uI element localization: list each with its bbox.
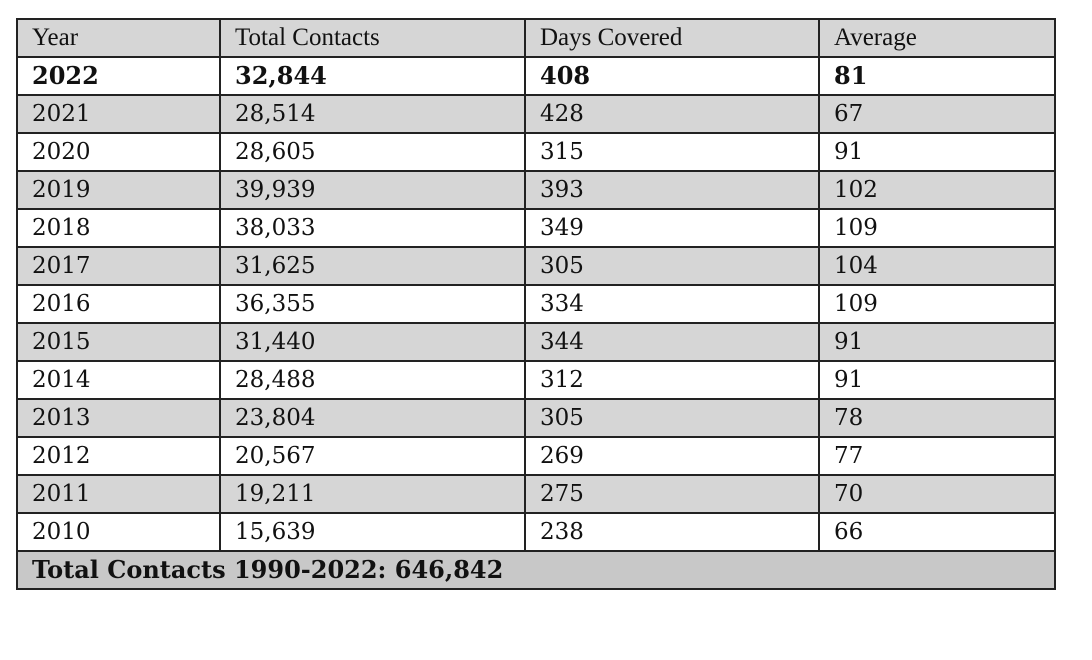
cell-year: 2012 — [16, 436, 221, 476]
table-row: 2017 31,625 305 104 — [16, 246, 1056, 286]
cell-total-contacts: 31,440 — [219, 322, 526, 362]
cell-days-covered: 393 — [524, 170, 820, 210]
cell-year: 2022 — [16, 56, 221, 96]
cell-average: 77 — [818, 436, 1056, 476]
table-row: 2018 38,033 349 109 — [16, 208, 1056, 248]
table-row: 2011 19,211 275 70 — [16, 474, 1056, 514]
header-year: Year — [16, 18, 221, 58]
cell-total-contacts: 32,844 — [219, 56, 526, 96]
header-days-covered: Days Covered — [524, 18, 820, 58]
cell-average: 102 — [818, 170, 1056, 210]
cell-average: 67 — [818, 94, 1056, 134]
cell-average: 91 — [818, 360, 1056, 400]
table-body: 2022 32,844 408 81 2021 28,514 428 67 2020 28,605… — [16, 56, 1056, 552]
cell-total-contacts: 20,567 — [219, 436, 526, 476]
cell-average: 81 — [818, 56, 1056, 96]
cell-average: 91 — [818, 132, 1056, 172]
table-row: 2015 31,440 344 91 — [16, 322, 1056, 362]
cell-year: 2010 — [16, 512, 221, 552]
table-row: 2010 15,639 238 66 — [16, 512, 1056, 552]
cell-days-covered: 238 — [524, 512, 820, 552]
cell-year: 2013 — [16, 398, 221, 438]
cell-year: 2017 — [16, 246, 221, 286]
header-total-contacts: Total Contacts — [219, 18, 526, 58]
table-row: 2019 39,939 393 102 — [16, 170, 1056, 210]
cell-average: 91 — [818, 322, 1056, 362]
table-row: 2020 28,605 315 91 — [16, 132, 1056, 172]
table-header: Year Total Contacts Days Covered Average — [16, 18, 1056, 58]
footer-row: Total Contacts 1990-2022: 646,842 — [16, 550, 1056, 590]
table-row: 2021 28,514 428 67 — [16, 94, 1056, 134]
cell-average: 109 — [818, 284, 1056, 324]
cell-total-contacts: 31,625 — [219, 246, 526, 286]
table-row: 2014 28,488 312 91 — [16, 360, 1056, 400]
cell-year: 2021 — [16, 94, 221, 134]
cell-total-contacts: 15,639 — [219, 512, 526, 552]
table-row: 2016 36,355 334 109 — [16, 284, 1056, 324]
cell-days-covered: 408 — [524, 56, 820, 96]
cell-days-covered: 349 — [524, 208, 820, 248]
header-row: Year Total Contacts Days Covered Average — [16, 18, 1056, 58]
table-row: 2012 20,567 269 77 — [16, 436, 1056, 476]
cell-year: 2011 — [16, 474, 221, 514]
cell-year: 2015 — [16, 322, 221, 362]
table-row: 2013 23,804 305 78 — [16, 398, 1056, 438]
cell-total-contacts: 28,514 — [219, 94, 526, 134]
cell-average: 66 — [818, 512, 1056, 552]
cell-total-contacts: 28,488 — [219, 360, 526, 400]
cell-total-contacts: 38,033 — [219, 208, 526, 248]
cell-year: 2020 — [16, 132, 221, 172]
cell-year: 2014 — [16, 360, 221, 400]
cell-average: 78 — [818, 398, 1056, 438]
cell-days-covered: 275 — [524, 474, 820, 514]
cell-total-contacts: 36,355 — [219, 284, 526, 324]
cell-days-covered: 334 — [524, 284, 820, 324]
cell-days-covered: 344 — [524, 322, 820, 362]
cell-year: 2019 — [16, 170, 221, 210]
cell-days-covered: 305 — [524, 398, 820, 438]
header-average: Average — [818, 18, 1056, 58]
cell-total-contacts: 19,211 — [219, 474, 526, 514]
cell-days-covered: 315 — [524, 132, 820, 172]
cell-days-covered: 428 — [524, 94, 820, 134]
cell-days-covered: 305 — [524, 246, 820, 286]
contacts-table: Year Total Contacts Days Covered Average… — [16, 18, 1056, 590]
cell-average: 70 — [818, 474, 1056, 514]
cell-days-covered: 312 — [524, 360, 820, 400]
cell-average: 104 — [818, 246, 1056, 286]
cell-total-contacts: 39,939 — [219, 170, 526, 210]
cell-average: 109 — [818, 208, 1056, 248]
cell-year: 2018 — [16, 208, 221, 248]
cell-year: 2016 — [16, 284, 221, 324]
table-row: 2022 32,844 408 81 — [16, 56, 1056, 96]
total-contacts-summary: Total Contacts 1990-2022: 646,842 — [16, 550, 1056, 590]
cell-total-contacts: 23,804 — [219, 398, 526, 438]
cell-days-covered: 269 — [524, 436, 820, 476]
table-footer: Total Contacts 1990-2022: 646,842 — [16, 550, 1056, 590]
cell-total-contacts: 28,605 — [219, 132, 526, 172]
